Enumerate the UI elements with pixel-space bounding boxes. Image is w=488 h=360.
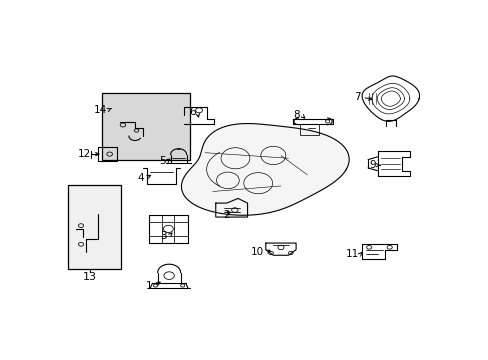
Text: 7: 7 <box>353 92 360 102</box>
Text: 8: 8 <box>293 110 299 120</box>
Text: 1: 1 <box>145 281 152 291</box>
Text: 10: 10 <box>250 247 264 257</box>
Text: 6: 6 <box>189 108 195 117</box>
Text: 13: 13 <box>82 272 96 282</box>
Polygon shape <box>181 123 348 215</box>
Text: 11: 11 <box>345 249 358 259</box>
Text: 2: 2 <box>223 210 229 220</box>
Bar <box>102 93 189 159</box>
Text: 14: 14 <box>93 105 106 115</box>
Bar <box>68 185 121 269</box>
Text: 12: 12 <box>78 149 91 159</box>
Text: 4: 4 <box>138 173 144 183</box>
Text: 3: 3 <box>160 231 167 241</box>
Text: 9: 9 <box>368 160 375 170</box>
Text: 5: 5 <box>159 156 165 166</box>
